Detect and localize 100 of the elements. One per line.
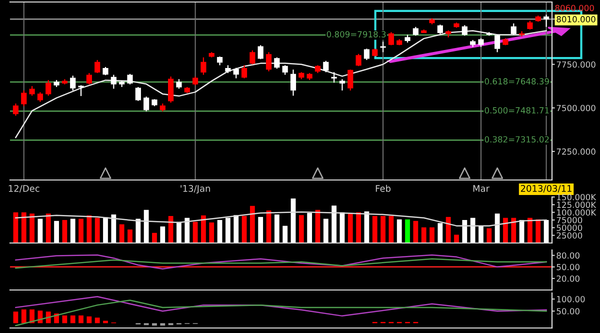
y-tick-label: 7750.000	[556, 61, 596, 68]
bar	[242, 216, 247, 243]
candlestick	[339, 78, 346, 92]
bar	[30, 309, 34, 324]
bar	[405, 219, 410, 243]
candlestick	[519, 30, 525, 38]
ref-line-label: 0.382=7315.02	[484, 136, 549, 143]
bar	[184, 218, 190, 243]
x-tick-label: '13/Jan	[180, 185, 210, 194]
bar	[372, 216, 378, 243]
bar	[209, 222, 214, 243]
bar	[21, 212, 26, 243]
candlestick	[176, 78, 182, 90]
candlestick	[331, 72, 337, 84]
candlestick	[364, 48, 370, 61]
bar	[307, 212, 312, 243]
candlestick	[86, 72, 92, 85]
candlestick	[388, 32, 394, 46]
ref-line-label: 0.618=7648.39	[484, 78, 549, 84]
bar	[454, 234, 459, 243]
bar	[152, 232, 157, 243]
line-series	[15, 258, 547, 269]
candlestick	[258, 44, 264, 60]
candlestick	[543, 14, 550, 28]
bar	[536, 219, 541, 243]
bar	[298, 215, 304, 243]
bar	[70, 218, 76, 243]
candlestick	[462, 24, 468, 36]
y-tick-label: 50.00	[556, 308, 580, 314]
candlestick	[37, 92, 43, 102]
line-series	[15, 211, 547, 226]
bar	[70, 315, 76, 324]
candlestick	[250, 50, 256, 65]
candlestick	[510, 22, 516, 36]
bar	[94, 318, 100, 324]
x-tick-label: Feb	[376, 184, 391, 192]
bar	[176, 222, 182, 243]
bar	[282, 226, 288, 243]
bar	[323, 218, 328, 243]
bar	[462, 220, 468, 243]
candlestick	[290, 69, 296, 96]
candlestick	[348, 69, 354, 92]
bar	[494, 214, 500, 243]
bar	[413, 220, 418, 243]
candlestick	[356, 53, 362, 67]
bar	[152, 323, 157, 326]
y-tick-label: 100.000K	[557, 209, 596, 216]
bar	[111, 214, 116, 243]
candlestick	[380, 41, 386, 53]
bar	[503, 218, 508, 243]
candlestick	[46, 79, 52, 96]
bar	[250, 206, 255, 243]
bar	[62, 220, 68, 243]
candlestick	[135, 86, 141, 102]
bar	[274, 214, 280, 243]
bar	[160, 323, 166, 326]
bar	[528, 218, 532, 243]
bar	[46, 214, 51, 243]
candlestick	[233, 67, 239, 79]
bar	[234, 215, 239, 243]
line-series	[15, 300, 547, 326]
bar	[258, 216, 264, 243]
candlestick	[127, 73, 133, 85]
candlestick	[21, 90, 27, 107]
candlestick	[323, 60, 329, 73]
x-tick-label: 12/Dec	[8, 185, 40, 193]
ref-line-label: 0.809=7918.3	[326, 31, 386, 38]
bar	[217, 220, 222, 243]
bar	[168, 216, 174, 243]
bar	[225, 218, 230, 243]
bar	[332, 206, 337, 243]
bar	[421, 227, 426, 243]
bar	[13, 312, 18, 324]
bar	[446, 216, 451, 243]
candlestick	[494, 34, 500, 53]
bar	[21, 309, 26, 324]
bar	[470, 218, 476, 243]
y-tick-label: 100.00	[557, 296, 585, 302]
candlestick	[78, 84, 84, 97]
candlestick	[200, 56, 206, 76]
bar	[160, 226, 166, 243]
x-tick-label: 2013/03/11	[520, 185, 572, 193]
y-tick-label: 25000	[556, 232, 582, 239]
candlestick	[110, 74, 116, 90]
y-tick-label: 75000	[556, 216, 582, 224]
candlestick	[437, 24, 443, 34]
bar	[62, 315, 68, 324]
y-tick-label: 50.00	[556, 264, 580, 270]
bar	[396, 219, 402, 243]
candlestick	[94, 59, 100, 74]
bar	[103, 217, 108, 243]
bar	[486, 228, 492, 243]
candlestick	[12, 102, 19, 116]
line-series	[15, 296, 547, 317]
bar	[78, 315, 84, 324]
y-tick-label: 20.00	[556, 275, 580, 282]
candlestick	[282, 64, 288, 76]
candlestick	[144, 96, 150, 112]
y-tick-label: 50000	[556, 224, 582, 231]
candlestick	[274, 56, 280, 70]
